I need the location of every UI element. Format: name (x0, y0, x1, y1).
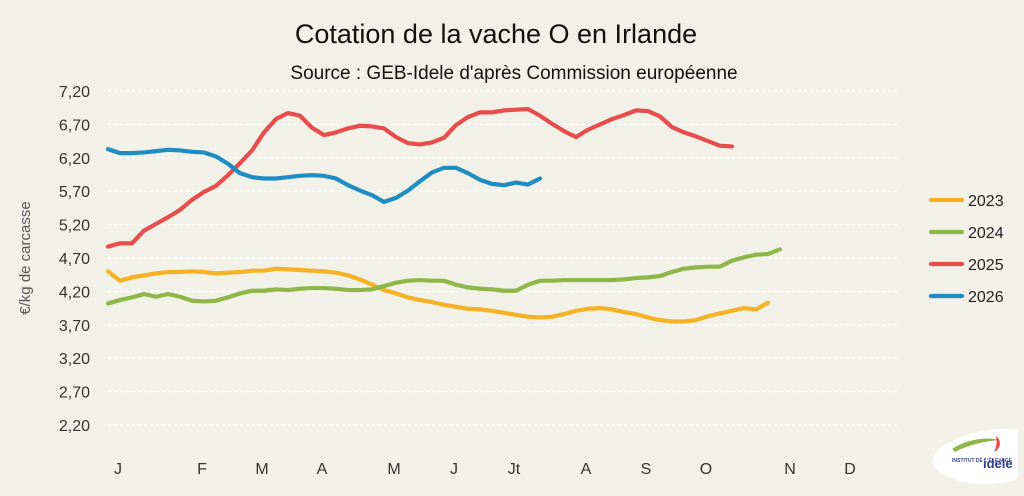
idele-logo: INSTITUT DE L'ÉLEVAGE idele (932, 428, 1018, 485)
y-tick-label: 6,70 (59, 117, 90, 134)
x-tick-label: J (114, 461, 122, 478)
logo-green-swoosh (952, 438, 1000, 452)
series-line-2025 (105, 106, 735, 249)
series-line-2023 (105, 266, 771, 324)
grid-lines (108, 90, 900, 426)
x-tick-label: A (581, 461, 592, 478)
series-line-2024 (105, 247, 783, 306)
logo-background-shape (932, 428, 1018, 485)
x-tick-label: Jt (508, 461, 521, 478)
x-tick-label: O (700, 461, 712, 478)
series-line-2026 (105, 147, 543, 204)
y-tick-label: 2,20 (59, 418, 90, 435)
series-lines (105, 106, 783, 324)
y-tick-label: 2,70 (59, 385, 90, 402)
x-tick-label: S (641, 461, 652, 478)
y-tick-labels: 7,20 6,70 6,20 5,70 5,20 4,70 4,20 3,70 3,20 2,70… (59, 84, 90, 435)
x-tick-label: N (784, 461, 796, 478)
chart-title: Cotation de la vache O en Irlande (295, 19, 697, 49)
y-tick-label: 3,70 (59, 318, 90, 335)
logo-small-text: INSTITUT DE L'ÉLEVAGE (952, 456, 1013, 464)
legend-label: 2026 (968, 289, 1004, 306)
y-tick-label: 4,70 (59, 251, 90, 268)
y-tick-label: 4,20 (59, 284, 90, 301)
x-tick-label: M (255, 461, 268, 478)
y-tick-label: 5,70 (59, 184, 90, 201)
y-tick-label: 5,20 (59, 218, 90, 235)
legend: 2023 2024 2025 2026 (928, 193, 1004, 306)
y-tick-label: 7,20 (59, 84, 90, 101)
x-tick-label: J (450, 461, 458, 478)
x-tick-label: M (387, 461, 400, 478)
y-axis-label: €/kg de carcasse (17, 201, 34, 314)
y-tick-label: 6,20 (59, 151, 90, 168)
x-tick-label: A (317, 461, 328, 478)
y-tick-label: 3,20 (59, 351, 90, 368)
logo-red-swoosh (994, 436, 1000, 452)
x-tick-labels: J F M A M J Jt A S O N D (114, 461, 856, 478)
x-tick-label: F (197, 461, 207, 478)
logo-brand-text: idele (983, 456, 1013, 471)
chart-subtitle: Source : GEB-Idele d'après Commission eu… (290, 63, 737, 84)
legend-label: 2024 (968, 225, 1004, 242)
legend-label: 2025 (968, 257, 1004, 274)
x-tick-label: D (844, 461, 856, 478)
legend-label: 2023 (968, 193, 1004, 210)
